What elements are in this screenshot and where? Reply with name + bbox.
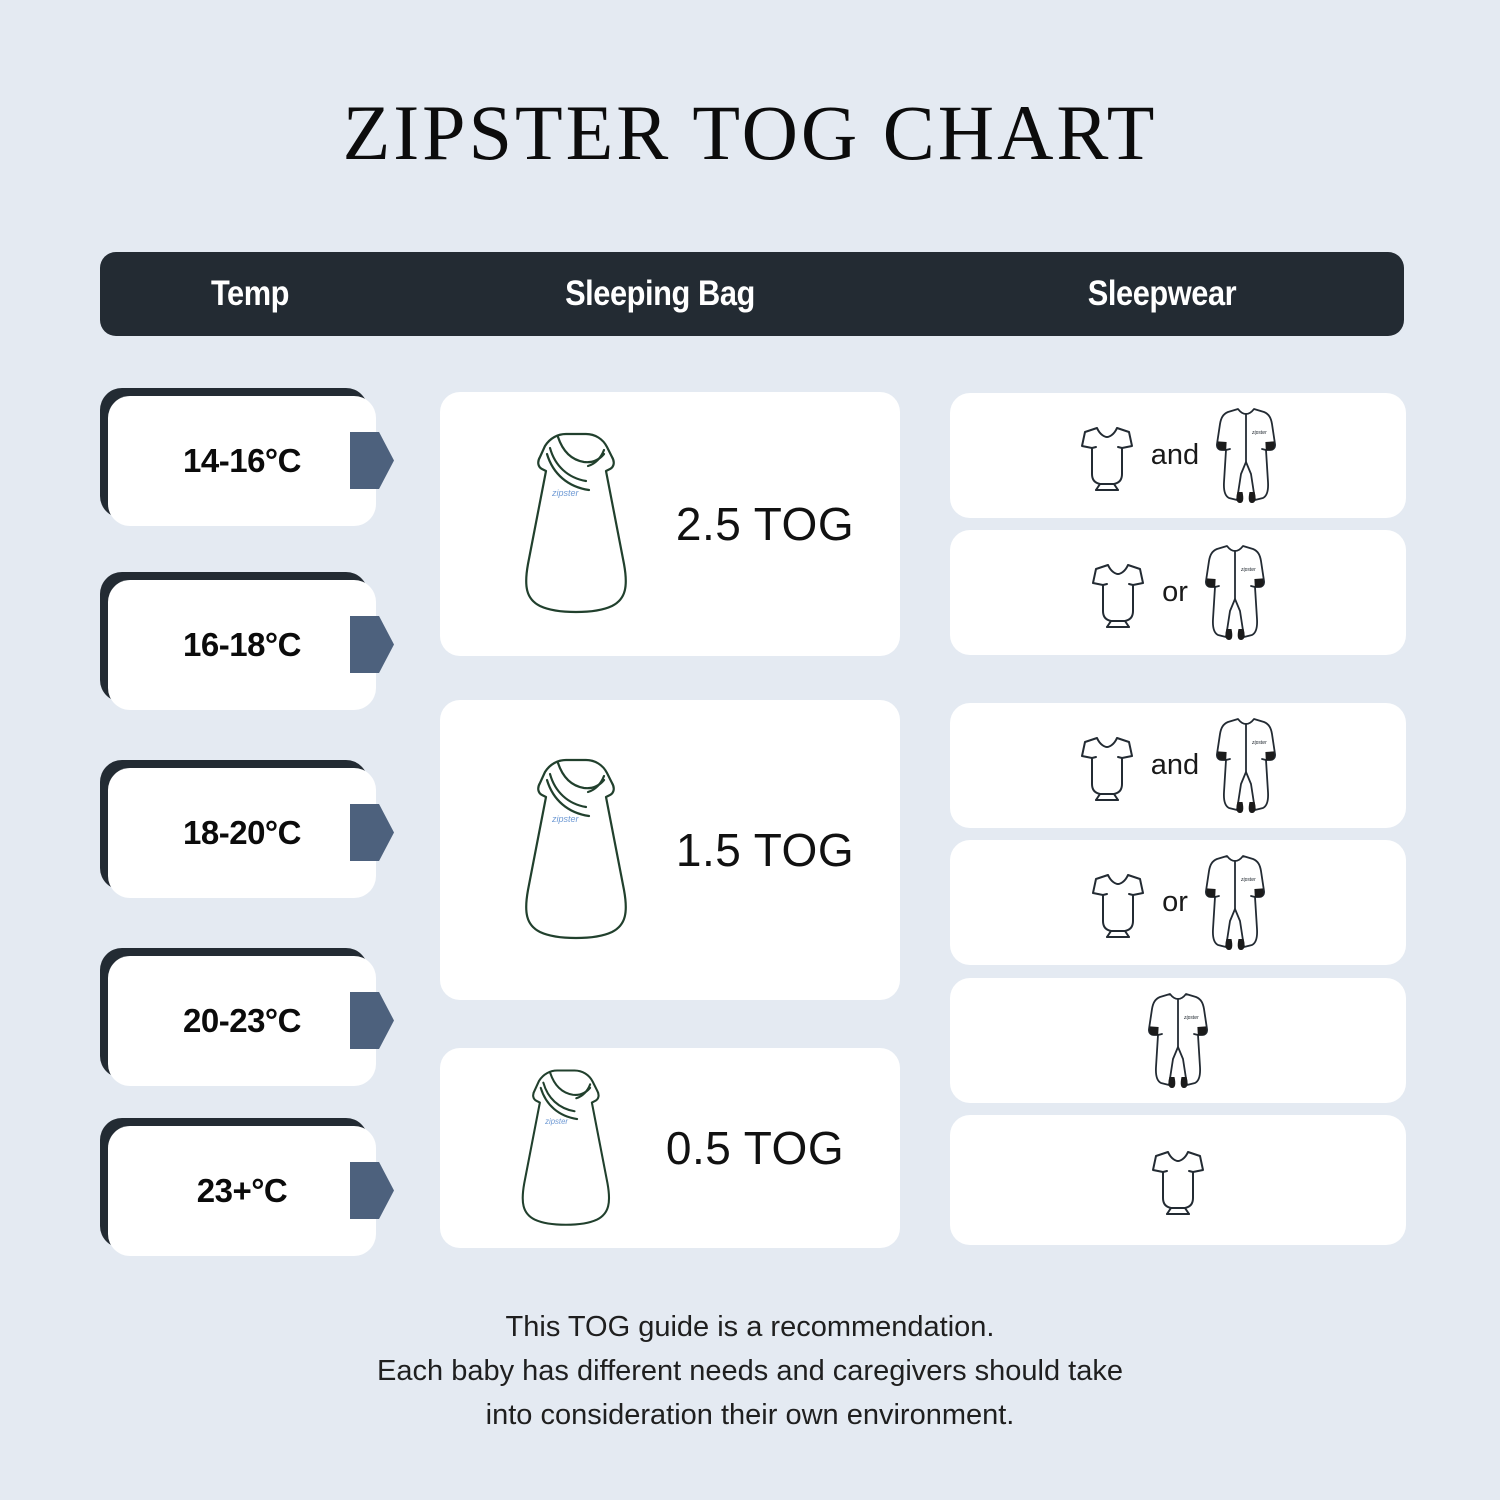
sleepsuit-foot-left	[1225, 628, 1233, 640]
sleepsuit-foot-right	[1237, 938, 1245, 950]
sleepwear-card-1[interactable]: and zipster	[950, 393, 1406, 518]
column-header-sleeping-bag: Sleeping Bag	[565, 274, 755, 313]
sleepsuit-icon: zipster	[1216, 407, 1277, 503]
sleepwear-card-6[interactable]	[950, 1115, 1406, 1245]
bag-logo-text: zipster	[551, 488, 580, 498]
sleepwear-card-5[interactable]: zipster	[950, 978, 1406, 1103]
sleepwear-combo: zipster	[1143, 989, 1213, 1093]
sleepwear-card-4[interactable]: or zipster	[950, 840, 1406, 965]
footer-line-1: This TOG guide is a recommendation.	[505, 1311, 995, 1343]
onesie-icon	[1152, 1151, 1204, 1215]
sleeping-bag-card-1-5[interactable]: zipster 1.5 TOG	[440, 700, 900, 1000]
sleepsuit-cuff-right	[1254, 577, 1264, 587]
sleepsuit-icon: zipster	[1204, 544, 1265, 640]
tog-value: 1.5 TOG	[675, 824, 855, 876]
tog-value: 2.5 TOG	[675, 498, 855, 550]
suit-logo-text: zipster	[1240, 877, 1256, 883]
sleepsuit-foot-left	[1168, 1076, 1176, 1088]
pill-arrow-icon	[350, 804, 394, 861]
sleeping-bag-icon: zipster	[521, 1068, 611, 1226]
column-header-sleepwear: Sleepwear	[1087, 274, 1237, 313]
sleepsuit-foot-left	[1236, 491, 1244, 503]
temp-pill-18-20[interactable]: 18-20°C	[100, 760, 394, 898]
sleepsuit-cuff-right	[1254, 887, 1264, 897]
sleepwear-card-3[interactable]: and zipster	[950, 703, 1406, 828]
temp-pill-14-16[interactable]: 14-16°C	[100, 388, 394, 526]
pill-arrow-icon	[350, 1162, 394, 1219]
onesie-icon	[1092, 873, 1145, 938]
sleepsuit-foot-left	[1225, 938, 1233, 950]
temp-label: 14-16°C	[183, 442, 301, 479]
sleeping-bag-icon: zipster	[525, 758, 627, 940]
suit-logo-text: zipster	[1240, 567, 1256, 573]
temp-pill-23-plus[interactable]: 23+°C	[100, 1118, 394, 1256]
conjunction-label: and	[1150, 439, 1200, 471]
footer-note: This TOG guide is a recommendation. Each…	[0, 1305, 1500, 1437]
temp-label: 16-18°C	[183, 626, 301, 663]
sleepsuit-foot-right	[1248, 491, 1256, 503]
sleeping-bag-card-2-5[interactable]: zipster 2.5 TOG	[440, 392, 900, 656]
temp-pill-20-23[interactable]: 20-23°C	[100, 948, 394, 1086]
sleepwear-combo: and zipster	[1075, 714, 1281, 818]
suit-logo-text: zipster	[1183, 1015, 1199, 1021]
sleepsuit-cuff-left	[1149, 1025, 1159, 1035]
sleepsuit-foot-right	[1180, 1076, 1188, 1088]
sleepwear-combo	[1146, 1144, 1210, 1216]
conjunction-label: and	[1150, 749, 1200, 781]
sleepwear-combo: and zipster	[1075, 404, 1281, 508]
pill-face: 14-16°C	[108, 396, 376, 526]
temp-pill-16-18[interactable]: 16-18°C	[100, 572, 394, 710]
pill-arrow-icon	[350, 616, 394, 673]
sleepsuit-cuff-right	[1265, 440, 1275, 450]
sleepsuit-cuff-left	[1206, 887, 1216, 897]
sleepsuit-cuff-left	[1217, 440, 1227, 450]
pill-face: 23+°C	[108, 1126, 376, 1256]
sleepsuit-cuff-left	[1217, 750, 1227, 760]
onesie-icon	[1092, 563, 1145, 628]
sleepsuit-cuff-left	[1206, 577, 1216, 587]
sleepsuit-icon: zipster	[1148, 992, 1208, 1088]
sleepsuit-icon: zipster	[1216, 717, 1277, 813]
pill-face: 18-20°C	[108, 768, 376, 898]
onesie-icon	[1080, 426, 1133, 491]
column-header-temp: Temp	[210, 274, 290, 313]
sleeping-bag-icon: zipster	[525, 432, 627, 614]
suit-logo-text: zipster	[1251, 430, 1267, 436]
pill-arrow-icon	[350, 992, 394, 1049]
conjunction-label: or	[1162, 886, 1188, 918]
temp-label: 20-23°C	[183, 1002, 301, 1039]
table-header-bar: Temp Sleeping Bag Sleepwear	[100, 252, 1404, 336]
conjunction-label: or	[1162, 576, 1188, 608]
sleepsuit-icon: zipster	[1204, 854, 1265, 950]
bag-logo-text: zipster	[551, 814, 580, 824]
temp-label: 18-20°C	[183, 814, 301, 851]
onesie-icon	[1080, 736, 1133, 801]
tog-value: 0.5 TOG	[665, 1122, 845, 1174]
sleepsuit-foot-left	[1236, 801, 1244, 813]
pill-arrow-icon	[350, 432, 394, 489]
footer-line-2: Each baby has different needs and caregi…	[377, 1355, 1123, 1387]
sleepwear-card-2[interactable]: or zipster	[950, 530, 1406, 655]
sleepsuit-foot-right	[1237, 628, 1245, 640]
suit-logo-text: zipster	[1251, 740, 1267, 746]
sleepsuit-cuff-right	[1265, 750, 1275, 760]
sleepwear-combo: or zipster	[1086, 851, 1270, 955]
pill-face: 20-23°C	[108, 956, 376, 1086]
pill-face: 16-18°C	[108, 580, 376, 710]
sleeping-bag-card-0-5[interactable]: zipster 0.5 TOG	[440, 1048, 900, 1248]
sleepsuit-foot-right	[1248, 801, 1256, 813]
sleepwear-combo: or zipster	[1086, 541, 1270, 645]
temp-label: 23+°C	[196, 1172, 288, 1209]
bag-logo-text: zipster	[544, 1117, 568, 1126]
footer-line-3: into consideration their own environment…	[485, 1399, 1015, 1431]
sleepsuit-cuff-right	[1197, 1025, 1207, 1035]
page-title: ZIPSTER TOG CHART	[342, 89, 1158, 176]
